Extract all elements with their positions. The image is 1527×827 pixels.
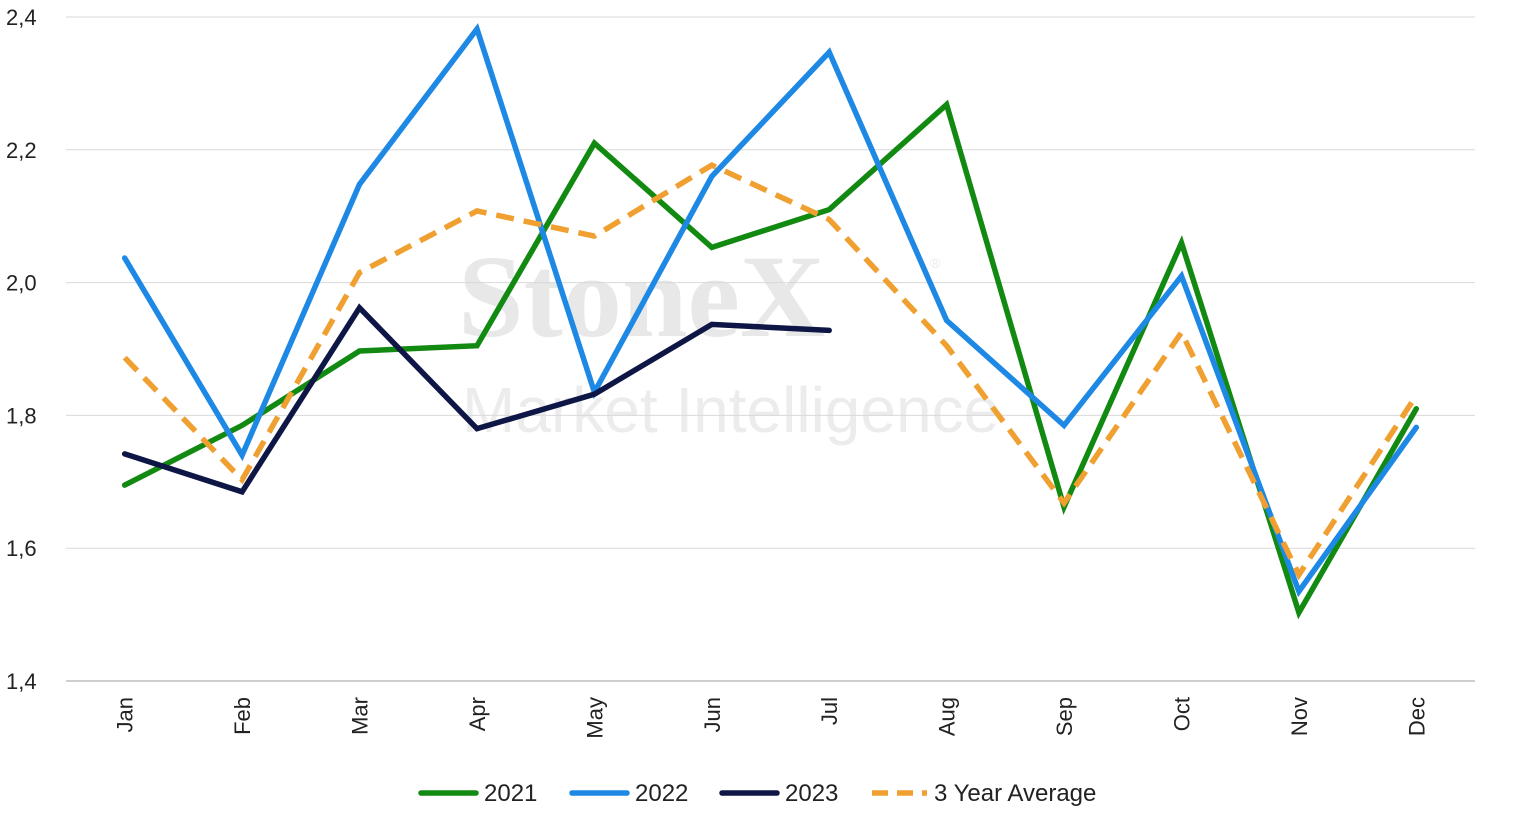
legend: 2021 2022 2023 3 Year Average (418, 780, 1096, 807)
legend-label: 2021 (484, 780, 537, 807)
legend-label: 2022 (635, 780, 688, 807)
legend-label: 3 Year Average (934, 780, 1096, 807)
y-tick-label: 2,0 (6, 271, 37, 296)
gridlines (66, 16, 1475, 682)
y-tick-label: 2,2 (6, 138, 37, 163)
series-lines (121, 23, 1420, 620)
x-tick-label: Aug (935, 697, 960, 736)
x-tick-label: Nov (1287, 697, 1312, 736)
legend-label: 2023 (785, 780, 838, 807)
x-tick-label: Jul (817, 697, 842, 725)
watermark-registered-mark: ® (930, 255, 941, 271)
x-tick-label: Feb (230, 697, 255, 735)
x-tick-label: Jan (113, 697, 138, 732)
y-tick-label: 1,4 (6, 669, 37, 694)
y-tick-label: 2,4 (6, 5, 37, 30)
x-tick-label: Mar (348, 697, 373, 735)
series-line-2022 (121, 23, 1420, 598)
series-line-3-year-average (122, 161, 1419, 581)
x-tick-label: Apr (465, 697, 490, 731)
series-line-2021 (121, 99, 1420, 620)
watermark-subtitle: Market Intelligence (462, 374, 999, 446)
x-tick-label: May (582, 697, 607, 739)
x-tick-label: Jun (700, 697, 725, 732)
x-tick-label: Oct (1169, 697, 1194, 731)
series-line-2023 (121, 303, 832, 496)
x-axis: Jan Feb Mar Apr May Jun Jul Aug Sep Oct Nov Dec (113, 697, 1430, 739)
x-tick-label: Sep (1052, 697, 1077, 736)
y-axis: 1,4 1,6 1,8 2,0 2,2 2,4 (6, 5, 37, 694)
watermark: StoneX ® Market Intelligence (458, 231, 999, 446)
x-tick-label: Dec (1404, 697, 1429, 736)
y-tick-label: 1,6 (6, 536, 37, 561)
watermark-brand: StoneX (458, 231, 825, 362)
y-tick-label: 1,8 (6, 403, 37, 428)
